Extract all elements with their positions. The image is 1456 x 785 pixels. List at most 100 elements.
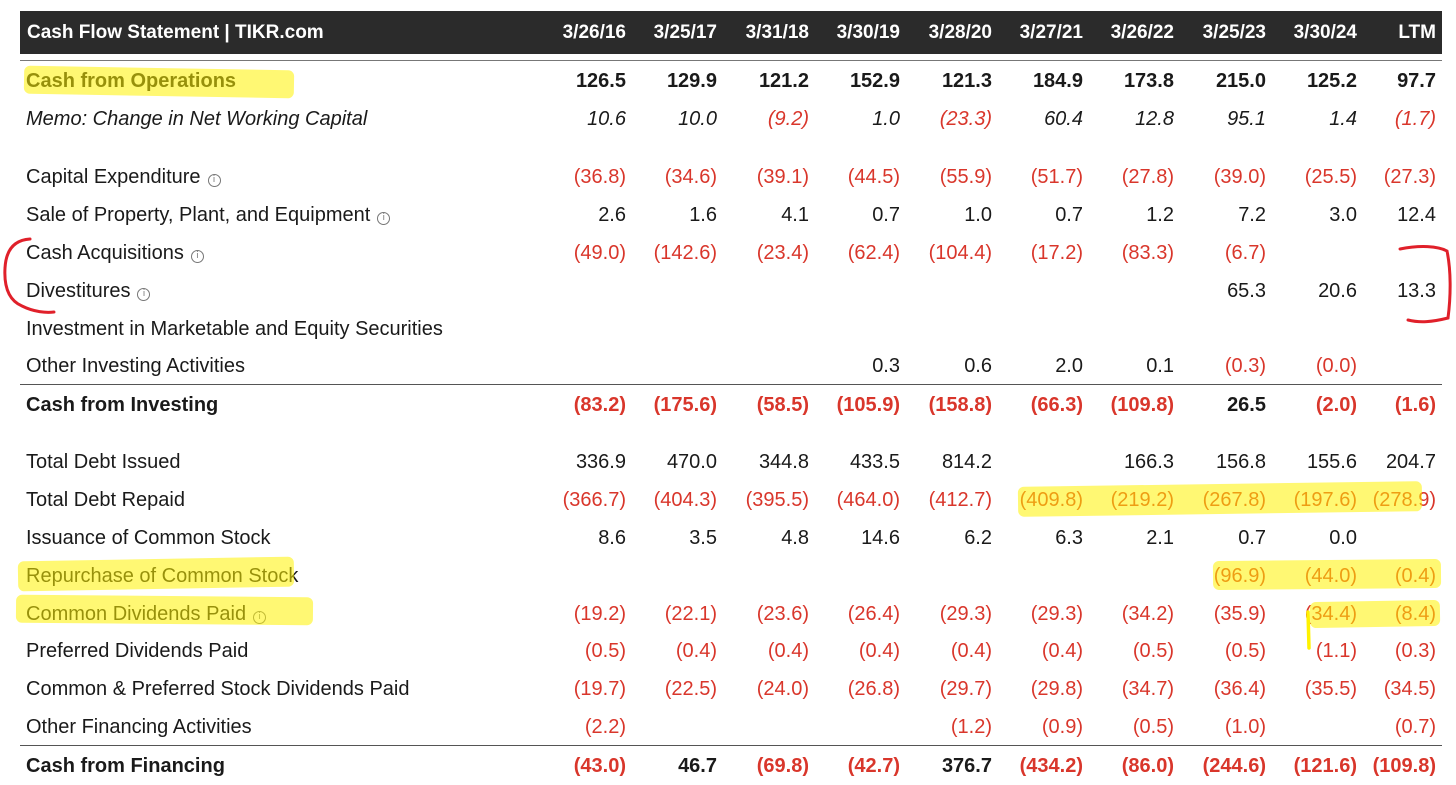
value-cell: (23.3) xyxy=(939,108,992,130)
value-cell: (2.2) xyxy=(584,716,626,738)
row-label: Preferred Dividends Paid xyxy=(26,632,248,670)
table-row-other-investing-activities: Other Investing Activities 0.3 0.6 2.0 0.1 (0… xyxy=(0,347,1456,385)
value-cell: (0.4) xyxy=(950,640,992,662)
row-label: Investment in Marketable and Equity Secu… xyxy=(26,310,443,348)
value-cell: (39.1) xyxy=(756,166,809,188)
value-cell: 8.6 xyxy=(598,527,626,549)
value-cell: (86.0) xyxy=(1121,755,1174,777)
value-cell: (43.0) xyxy=(573,755,626,777)
value-cell: (55.9) xyxy=(939,166,992,188)
value-cell: (39.0) xyxy=(1213,166,1266,188)
row-label: Other Investing Activities xyxy=(26,347,245,385)
highlight-repurchase-label xyxy=(17,556,295,592)
row-label: Sale of Property, Plant, and Equipment i xyxy=(26,196,391,234)
value-cell: (29.3) xyxy=(1030,603,1083,625)
table-row-cash-acquisitions: Cash Acquisitions i (49.0) (142.6) (23.4) (62… xyxy=(0,234,1456,272)
highlight-repurchase-values xyxy=(1212,559,1442,590)
value-cell: 1.2 xyxy=(1146,204,1174,226)
value-cell: 26.5 xyxy=(1227,394,1266,416)
period-header-3-31-18: 3/31/18 xyxy=(745,22,809,43)
value-cell: 814.2 xyxy=(941,451,992,473)
value-cell: 1.0 xyxy=(964,204,992,226)
value-cell: 166.3 xyxy=(1123,451,1174,473)
value-cell: 1.0 xyxy=(872,108,900,130)
value-cell: (83.2) xyxy=(573,394,626,416)
row-label: Cash from Financing xyxy=(26,747,225,785)
value-cell: 3.0 xyxy=(1329,204,1357,226)
value-cell: 376.7 xyxy=(941,755,992,777)
value-cell: (434.2) xyxy=(1019,755,1083,777)
value-cell: 10.0 xyxy=(678,108,717,130)
row-label-text: Issuance of Common Stock xyxy=(26,527,271,549)
value-cell: (23.6) xyxy=(756,603,809,625)
value-cell: (0.3) xyxy=(1394,640,1436,662)
table-row-memo-change-in-net-working-capital: Memo: Change in Net Working Capital 10.6 1… xyxy=(0,100,1456,138)
row-label: Other Financing Activities xyxy=(26,708,252,746)
row-label: Cash from Investing xyxy=(26,386,218,424)
value-cell: (0.5) xyxy=(1224,640,1266,662)
value-cell: (0.5) xyxy=(1132,716,1174,738)
value-cell: (19.7) xyxy=(573,678,626,700)
info-icon[interactable]: i xyxy=(377,212,391,225)
row-label-text: Total Debt Repaid xyxy=(26,489,185,511)
table-row-capital-expenditure: Capital Expenditure i (36.8) (34.6) (39.1) (4… xyxy=(0,158,1456,196)
value-cell: (69.8) xyxy=(756,755,809,777)
info-icon[interactable]: i xyxy=(137,288,151,301)
row-label: Issuance of Common Stock xyxy=(26,519,271,557)
value-cell: (34.5) xyxy=(1383,678,1436,700)
value-cell: (9.2) xyxy=(767,108,809,130)
value-cell: 6.3 xyxy=(1055,527,1083,549)
value-cell: 470.0 xyxy=(666,451,717,473)
value-cell: (0.4) xyxy=(767,640,809,662)
value-cell: 0.0 xyxy=(1329,527,1357,549)
value-cell: 0.7 xyxy=(872,204,900,226)
value-cell: (29.7) xyxy=(939,678,992,700)
value-cell: (34.7) xyxy=(1121,678,1174,700)
value-cell: 1.4 xyxy=(1329,108,1357,130)
value-cell: (109.8) xyxy=(1110,394,1174,416)
value-cell: (404.3) xyxy=(653,489,717,511)
value-cell: 0.7 xyxy=(1055,204,1083,226)
value-cell: 184.9 xyxy=(1032,70,1083,92)
period-header-3-30-24: 3/30/24 xyxy=(1293,22,1357,43)
row-label-text: Divestitures xyxy=(26,280,131,302)
value-cell: 12.8 xyxy=(1135,108,1174,130)
value-cell: (1.1) xyxy=(1315,640,1357,662)
value-cell: (58.5) xyxy=(756,394,809,416)
value-cell: 129.9 xyxy=(666,70,717,92)
value-cell: 215.0 xyxy=(1215,70,1266,92)
value-cell: (25.5) xyxy=(1304,166,1357,188)
value-cell: 155.6 xyxy=(1306,451,1357,473)
row-label-text: Other Financing Activities xyxy=(26,716,252,738)
period-header-3-27-21: 3/27/21 xyxy=(1019,22,1083,43)
value-cell: (42.7) xyxy=(847,755,900,777)
period-header-ltm: LTM xyxy=(1398,22,1436,43)
value-cell: 121.2 xyxy=(758,70,809,92)
row-label-text: Capital Expenditure xyxy=(26,166,201,188)
value-cell: 3.5 xyxy=(689,527,717,549)
value-cell: (27.8) xyxy=(1121,166,1174,188)
row-label: Capital Expenditure i xyxy=(26,158,221,196)
highlight-cash-from-operations xyxy=(23,65,295,99)
table-row-total-debt-issued: Total Debt Issued 336.9 470.0 344.8 433.5 814… xyxy=(0,443,1456,481)
value-cell: (0.9) xyxy=(1041,716,1083,738)
value-cell: 4.8 xyxy=(781,527,809,549)
row-label-text: Common & Preferred Stock Dividends Paid xyxy=(26,678,410,700)
table-header: Cash Flow Statement | TIKR.com 3/26/16 3/… xyxy=(20,11,1442,54)
value-cell: (23.4) xyxy=(756,242,809,264)
row-label: Memo: Change in Net Working Capital xyxy=(26,100,367,138)
row-label-text: Investment in Marketable and Equity Secu… xyxy=(26,318,443,340)
row-label-text: Total Debt Issued xyxy=(26,451,181,473)
value-cell: 173.8 xyxy=(1123,70,1174,92)
value-cell: 65.3 xyxy=(1227,280,1266,302)
value-cell: 2.0 xyxy=(1055,355,1083,377)
table-row-preferred-dividends-paid: Preferred Dividends Paid (0.5) (0.4) (0.4) (… xyxy=(0,632,1456,670)
value-cell: (29.8) xyxy=(1030,678,1083,700)
value-cell: (0.4) xyxy=(1041,640,1083,662)
info-icon[interactable]: i xyxy=(207,174,221,187)
value-cell: (51.7) xyxy=(1030,166,1083,188)
info-icon[interactable]: i xyxy=(190,250,204,263)
section-divider xyxy=(20,384,1442,385)
highlight-total-debt-repaid xyxy=(1017,481,1423,517)
value-cell: 125.2 xyxy=(1306,70,1357,92)
